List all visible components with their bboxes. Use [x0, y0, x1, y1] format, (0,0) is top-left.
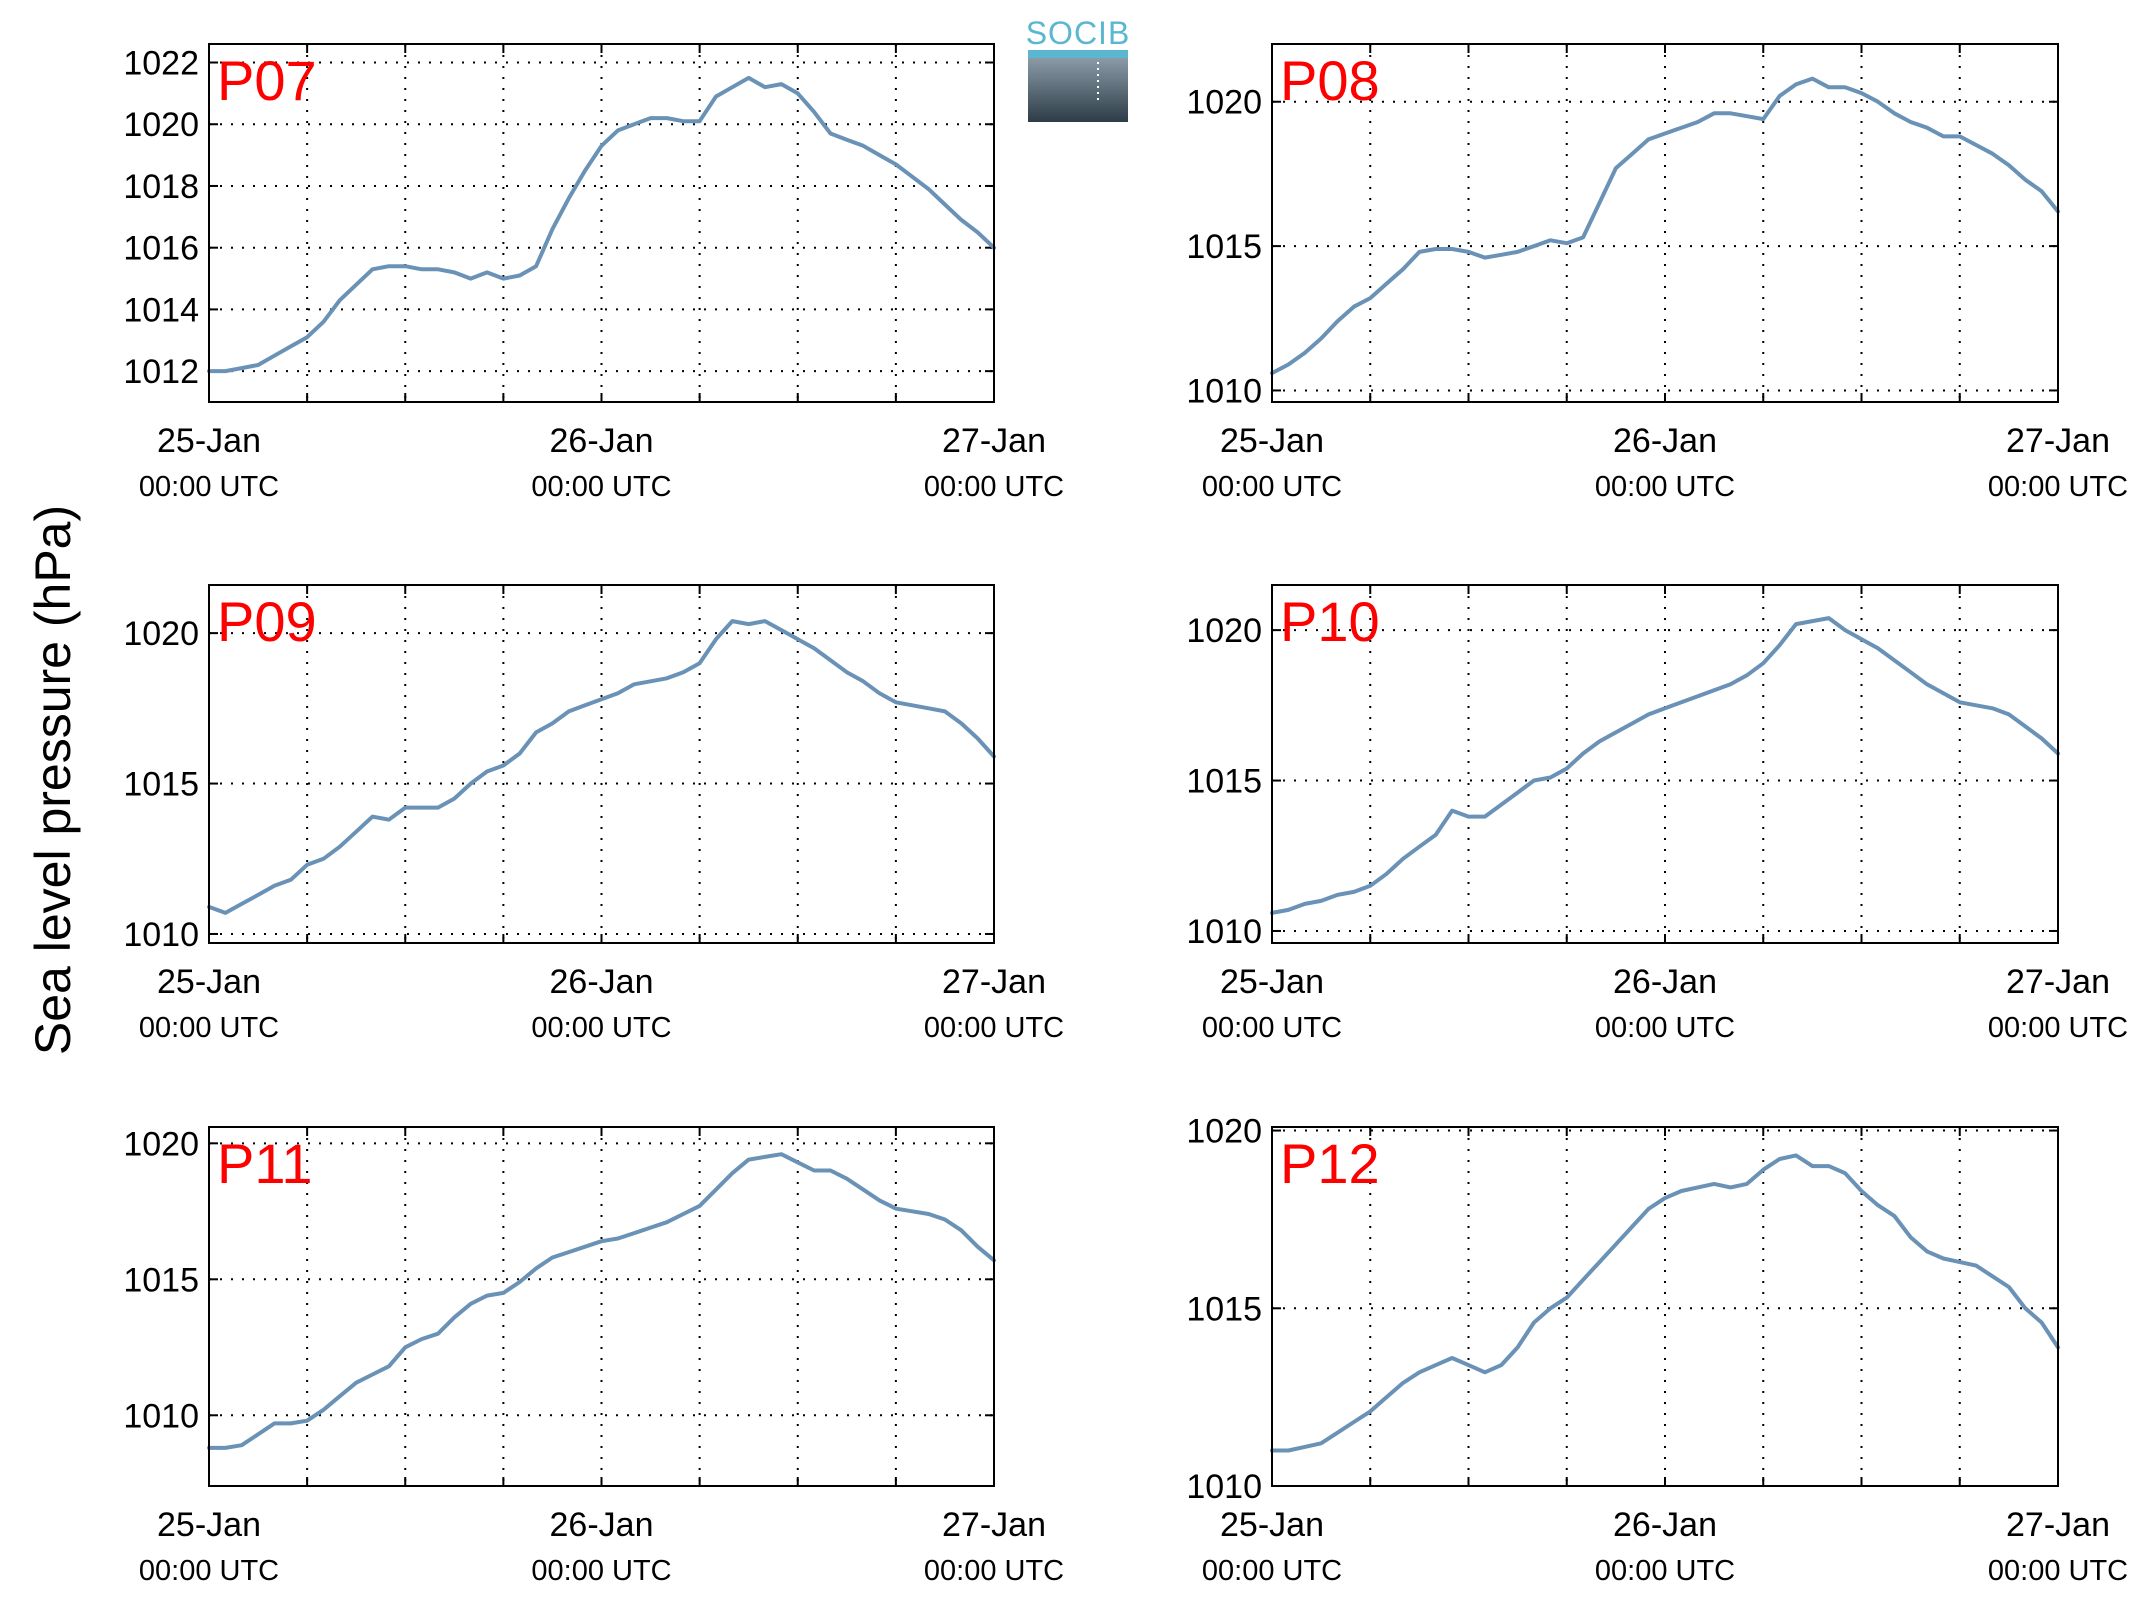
x-tick-date-label: 26-Jan [1613, 1506, 1717, 1544]
x-tick-time-label: 00:00 UTC [531, 1012, 671, 1044]
x-tick-time-label: 00:00 UTC [1202, 471, 1342, 503]
x-tick-date-label: 25-Jan [157, 1506, 261, 1544]
y-tick-label: 1020 [1186, 612, 1262, 650]
figure-y-axis-label: Sea level pressure (hPa) [25, 505, 81, 1055]
panel-frame [1271, 43, 2059, 403]
x-tick-date-label: 27-Jan [2006, 963, 2110, 1001]
panel-frame [208, 584, 995, 944]
x-tick-date-label: 27-Jan [2006, 1506, 2110, 1544]
panel-frame [1271, 1126, 2059, 1487]
panel-label: P08 [1280, 49, 1380, 112]
x-tick-time-label: 00:00 UTC [531, 1555, 671, 1587]
x-tick-date-label: 26-Jan [550, 422, 654, 460]
y-tick-label: 1015 [123, 766, 199, 804]
y-tick-label: 1022 [123, 45, 199, 83]
y-tick-label: 1010 [1186, 1468, 1262, 1506]
y-tick-label: 1015 [1186, 1290, 1262, 1328]
x-tick-date-label: 25-Jan [1220, 963, 1324, 1001]
panel-label: P09 [217, 590, 317, 653]
x-tick-time-label: 00:00 UTC [139, 471, 279, 503]
pressure-series-line-p07 [207, 75, 996, 374]
y-tick-label: 1010 [1186, 913, 1262, 951]
x-tick-time-label: 00:00 UTC [924, 471, 1064, 503]
x-tick-date-label: 25-Jan [1220, 1506, 1324, 1544]
y-tick-label: 1020 [123, 106, 199, 144]
socib-logo: SOCIB [1026, 15, 1131, 122]
panel-label: P11 [217, 1132, 312, 1195]
panel-p09: 1010 1015 1020 25-Jan 00:00 UTC 26-Jan 00:00 U… [123, 584, 1064, 1044]
y-tick-label: 1015 [123, 1261, 199, 1299]
x-tick-time-label: 00:00 UTC [924, 1012, 1064, 1044]
pressure-series-line-p12 [1270, 1153, 2060, 1453]
x-tick-time-label: 00:00 UTC [1988, 471, 2128, 503]
x-tick-date-label: 27-Jan [2006, 422, 2110, 460]
y-tick-label: 1010 [1186, 372, 1262, 410]
x-tick-date-label: 25-Jan [1220, 422, 1324, 460]
panel-frame [1271, 584, 2059, 944]
y-tick-label: 1020 [123, 615, 199, 653]
x-tick-time-label: 00:00 UTC [1202, 1555, 1342, 1587]
panel-p11: 1010 1015 1020 25-Jan 00:00 UTC 26-Jan 00:00 U… [123, 1125, 1064, 1587]
x-tick-time-label: 00:00 UTC [1988, 1555, 2128, 1587]
x-tick-time-label: 00:00 UTC [1988, 1012, 2128, 1044]
panel-label: P12 [1280, 1132, 1380, 1195]
y-tick-label: 1020 [1186, 84, 1262, 122]
y-tick-label: 1010 [123, 916, 199, 954]
panels-group: 1012 1014 1016 1018 1020 1022 25-Jan 00:00 UTC 2… [123, 43, 2128, 1587]
x-tick-date-label: 26-Jan [1613, 422, 1717, 460]
y-tick-label: 1020 [1186, 1113, 1262, 1151]
x-tick-date-label: 25-Jan [157, 963, 261, 1001]
y-tick-label: 1014 [123, 291, 199, 329]
panel-p12: 1010 1015 1020 25-Jan 00:00 UTC 26-Jan 00:00 U… [1186, 1113, 2128, 1587]
socib-logo-text: SOCIB [1026, 15, 1131, 51]
x-tick-time-label: 00:00 UTC [139, 1555, 279, 1587]
y-tick-label: 1015 [1186, 763, 1262, 801]
x-tick-time-label: 00:00 UTC [531, 471, 671, 503]
y-tick-label: 1020 [123, 1125, 199, 1163]
x-tick-date-label: 27-Jan [942, 1506, 1046, 1544]
pressure-series-line-p09 [207, 619, 996, 915]
panel-frame [208, 1126, 995, 1487]
panel-p08: 1010 1015 1020 25-Jan 00:00 UTC 26-Jan 00:00 U… [1186, 43, 2128, 503]
y-tick-label: 1010 [123, 1397, 199, 1435]
x-tick-date-label: 27-Jan [942, 422, 1046, 460]
y-tick-label: 1016 [123, 230, 199, 268]
y-tick-label: 1015 [1186, 228, 1262, 266]
x-tick-date-label: 27-Jan [942, 963, 1046, 1001]
x-tick-time-label: 00:00 UTC [1595, 471, 1735, 503]
panel-p10: 1010 1015 1020 25-Jan 00:00 UTC 26-Jan 00:00 U… [1186, 584, 2128, 1044]
pressure-series-line-p11 [207, 1152, 996, 1450]
panel-label: P10 [1280, 590, 1380, 653]
socib-logo-block [1028, 58, 1128, 122]
pressure-series-line-p08 [1270, 76, 2060, 376]
x-tick-date-label: 26-Jan [1613, 963, 1717, 1001]
panel-p07: 1012 1014 1016 1018 1020 1022 25-Jan 00:00 UTC 2… [123, 43, 1064, 503]
x-tick-date-label: 25-Jan [157, 422, 261, 460]
x-tick-date-label: 26-Jan [550, 1506, 654, 1544]
x-tick-time-label: 00:00 UTC [1202, 1012, 1342, 1044]
x-tick-time-label: 00:00 UTC [139, 1012, 279, 1044]
x-tick-date-label: 26-Jan [550, 963, 654, 1001]
y-tick-label: 1012 [123, 353, 199, 391]
y-tick-label: 1018 [123, 168, 199, 206]
x-tick-time-label: 00:00 UTC [924, 1555, 1064, 1587]
x-tick-time-label: 00:00 UTC [1595, 1012, 1735, 1044]
panel-frame [208, 43, 995, 403]
panel-label: P07 [217, 49, 317, 112]
x-tick-time-label: 00:00 UTC [1595, 1555, 1735, 1587]
pressure-series-line-p10 [1270, 616, 2060, 915]
